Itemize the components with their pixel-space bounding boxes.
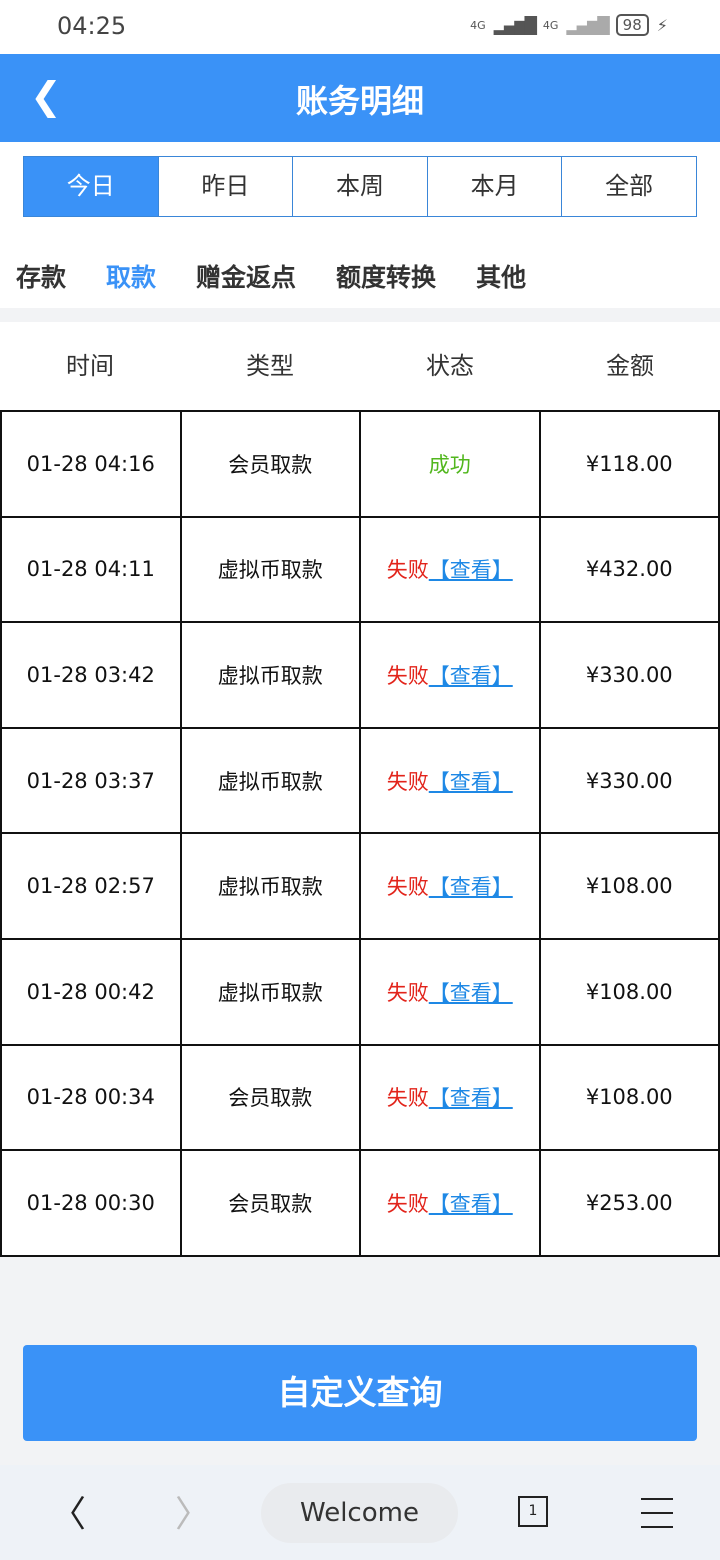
view-link[interactable]: 【查看】 — [428, 1086, 513, 1111]
row-type: 虚拟币取款 — [179, 621, 361, 729]
browser-forward-icon[interactable]: 〉 — [175, 1494, 212, 1535]
category-deposit[interactable]: 存款 — [16, 263, 67, 292]
signal-bars-icon-2: ▂▄▆█ — [566, 15, 609, 35]
back-button[interactable]: ❮ — [30, 74, 62, 118]
custom-query-button[interactable]: 自定义查询 — [23, 1345, 697, 1441]
status-text: 失败 — [386, 980, 429, 1005]
table-row: 01-28 02:57 虚拟币取款 失败【查看】 ¥108.00 — [0, 832, 720, 940]
row-time: 01-28 03:42 — [0, 621, 182, 729]
view-link[interactable]: 【查看】 — [428, 980, 513, 1005]
row-status: 失败【查看】 — [359, 1149, 541, 1257]
column-status: 状态 — [426, 352, 474, 380]
row-time: 01-28 00:42 — [0, 937, 182, 1046]
row-status: 失败【查看】 — [359, 1043, 541, 1152]
status-text: 失败 — [386, 663, 429, 688]
tab-all[interactable]: 全部 — [561, 157, 696, 216]
table-row: 01-28 04:16 会员取款 成功 ¥118.00 — [0, 410, 720, 518]
row-type: 虚拟币取款 — [179, 832, 361, 940]
status-icons: 4G ▂▄▆█ 4G ▂▄▆█ 98 ⚡ — [470, 14, 668, 36]
row-time: 01-28 04:11 — [0, 515, 182, 624]
table-row: 01-28 00:30 会员取款 失败【查看】 ¥253.00 — [0, 1149, 720, 1257]
row-time: 01-28 02:57 — [0, 832, 182, 940]
row-status: 失败【查看】 — [359, 726, 541, 835]
tab-yesterday[interactable]: 昨日 — [157, 157, 293, 216]
status-text: 失败 — [386, 558, 429, 583]
table-row: 01-28 04:11 虚拟币取款 失败【查看】 ¥432.00 — [0, 515, 720, 624]
row-amount: ¥108.00 — [538, 832, 720, 940]
view-link[interactable]: 【查看】 — [428, 769, 513, 794]
row-time: 01-28 04:16 — [0, 410, 182, 518]
signal-icon-2: 4G — [542, 18, 559, 32]
row-amount: ¥108.00 — [538, 1043, 720, 1152]
tabs-count-button[interactable]: 1 — [518, 1496, 548, 1527]
column-amount: 金额 — [606, 352, 654, 380]
row-amount: ¥118.00 — [538, 410, 720, 518]
browser-nav-bar: 〈 〉 Welcome 1 — [0, 1465, 720, 1560]
row-status: 失败【查看】 — [359, 937, 541, 1046]
row-time: 01-28 03:37 — [0, 726, 182, 835]
records-table: 01-28 04:16 会员取款 成功 ¥118.00 01-28 04:11 虚… — [0, 410, 720, 1257]
page-title: 账务明细 — [295, 82, 424, 120]
row-amount: ¥330.00 — [538, 726, 720, 835]
status-text: 失败 — [386, 875, 429, 900]
battery-icon: 98 — [615, 14, 649, 36]
clock: 04:25 — [57, 12, 127, 40]
table-row: 01-28 00:42 虚拟币取款 失败【查看】 ¥108.00 — [0, 937, 720, 1046]
category-transfer[interactable]: 额度转换 — [336, 263, 437, 292]
table-row: 01-28 00:34 会员取款 失败【查看】 ¥108.00 — [0, 1043, 720, 1152]
status-text: 失败 — [386, 769, 429, 794]
row-amount: ¥432.00 — [538, 515, 720, 624]
row-amount: ¥253.00 — [538, 1149, 720, 1257]
row-amount: ¥108.00 — [538, 937, 720, 1046]
address-bar[interactable]: Welcome — [261, 1483, 458, 1543]
column-time: 时间 — [66, 352, 114, 380]
status-text: 失败 — [386, 1191, 429, 1216]
signal-icon: 4G — [470, 18, 486, 32]
row-type: 虚拟币取款 — [179, 937, 361, 1046]
tab-this-week[interactable]: 本周 — [292, 157, 427, 216]
table-header: 时间 类型 状态 金额 — [0, 322, 720, 410]
view-link[interactable]: 【查看】 — [428, 558, 513, 583]
category-bonus-rebate[interactable]: 赠金返点 — [196, 263, 297, 292]
status-bar: 04:25 4G ▂▄▆█ 4G ▂▄▆█ 98 ⚡ — [0, 0, 720, 54]
row-time: 01-28 00:30 — [0, 1149, 182, 1257]
row-type: 会员取款 — [179, 410, 361, 518]
menu-icon[interactable] — [641, 1498, 673, 1540]
category-other[interactable]: 其他 — [476, 263, 527, 292]
status-text: 成功 — [428, 452, 471, 477]
row-status: 失败【查看】 — [359, 515, 541, 624]
app-header: ❮ 账务明细 — [0, 54, 720, 142]
browser-back-icon[interactable]: 〈 — [50, 1494, 87, 1535]
view-link[interactable]: 【查看】 — [428, 1191, 513, 1216]
row-type: 虚拟币取款 — [179, 515, 361, 624]
row-time: 01-28 00:34 — [0, 1043, 182, 1152]
charging-icon: ⚡ — [656, 15, 668, 35]
signal-bars-icon: ▂▄▆█ — [493, 15, 537, 35]
column-type: 类型 — [246, 352, 294, 380]
table-row: 01-28 03:37 虚拟币取款 失败【查看】 ¥330.00 — [0, 726, 720, 835]
row-type: 会员取款 — [179, 1043, 361, 1152]
tab-this-month[interactable]: 本月 — [426, 157, 562, 216]
category-withdraw[interactable]: 取款 — [106, 263, 157, 292]
status-text: 失败 — [386, 1086, 429, 1111]
row-status: 失败【查看】 — [359, 621, 541, 729]
view-link[interactable]: 【查看】 — [428, 875, 513, 900]
row-amount: ¥330.00 — [538, 621, 720, 729]
row-status: 失败【查看】 — [359, 832, 541, 940]
view-link[interactable]: 【查看】 — [428, 663, 513, 688]
table-row: 01-28 03:42 虚拟币取款 失败【查看】 ¥330.00 — [0, 621, 720, 729]
tab-today[interactable]: 今日 — [24, 157, 158, 216]
row-type: 会员取款 — [179, 1149, 361, 1257]
period-tabs: 今日 昨日 本周 本月 全部 — [23, 156, 697, 217]
category-tabs: 存款 取款 赠金返点 额度转换 其他 — [16, 258, 566, 294]
row-type: 虚拟币取款 — [179, 726, 361, 835]
row-status: 成功 — [359, 410, 541, 518]
